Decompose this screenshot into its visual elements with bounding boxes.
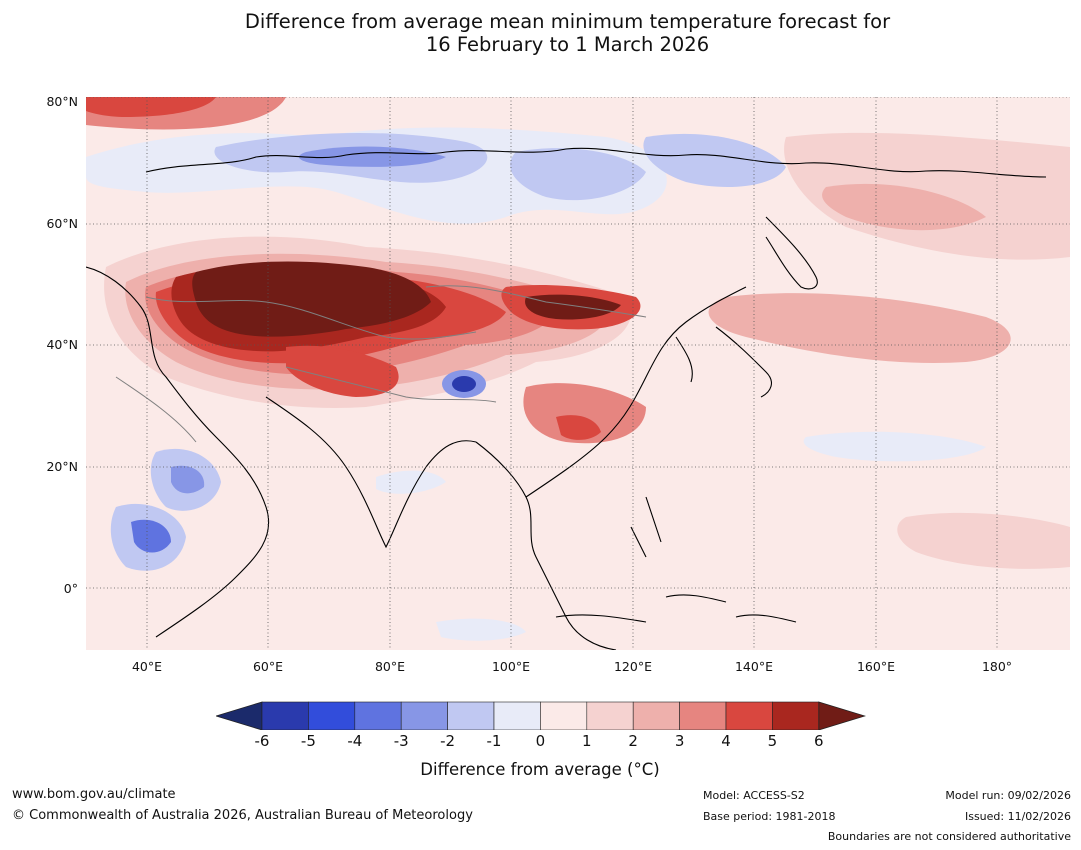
colorbar-cell xyxy=(400,701,448,730)
colorbar-cell xyxy=(632,701,680,730)
colorbar-cells xyxy=(216,701,866,730)
border-central-asia xyxy=(145,296,477,340)
coast-korea-japan xyxy=(675,326,772,398)
colorbar-tick-label: 2 xyxy=(628,732,638,750)
colorbar-cell xyxy=(354,701,402,730)
coast-philippines xyxy=(630,496,662,558)
footer-url[interactable]: www.bom.gov.au/climate xyxy=(12,787,176,802)
colorbar-cell xyxy=(679,701,727,730)
lon-label-80e: 80°E xyxy=(374,659,406,674)
footer-model-run: Model run: 09/02/2026 xyxy=(945,789,1071,802)
cool-core-horn-africa xyxy=(131,519,171,553)
lon-label-160e: 160°E xyxy=(856,659,895,674)
warm-region-w-pacific xyxy=(708,293,1011,363)
title-line-2: 16 February to 1 March 2026 xyxy=(425,33,710,56)
border-south-asia xyxy=(285,366,497,403)
warm-region-east-pacific xyxy=(897,512,1070,569)
cool-region-central-siberia xyxy=(510,148,646,201)
colorbar-cell xyxy=(540,701,588,730)
lat-label-40n: 40°N xyxy=(46,337,78,352)
cool-streak-bay-bengal xyxy=(376,470,446,494)
lat-label-20n: 20°N xyxy=(46,459,78,474)
colorbar-tick-label: 6 xyxy=(814,732,824,750)
coast-india xyxy=(265,396,477,549)
coast-se-asia xyxy=(475,441,617,650)
colorbar-tick-label: -4 xyxy=(347,732,363,750)
coast-indonesia xyxy=(555,594,797,623)
lon-label-120e: 120°E xyxy=(613,659,652,674)
gridlines xyxy=(86,97,1070,650)
title-line-1: Difference from average mean minimum tem… xyxy=(244,10,891,33)
lat-label-80n: 80°N xyxy=(46,94,78,109)
cool-streak-indian-ocean xyxy=(436,618,526,641)
lon-label-40e: 40°E xyxy=(131,659,163,674)
cool-core-arabia xyxy=(171,465,205,494)
cool-core-siberia-2 xyxy=(298,146,446,167)
colorbar-tick-label: -2 xyxy=(440,732,456,750)
coast-kamchatka xyxy=(765,216,818,290)
footer-base-period: Base period: 1981-2018 xyxy=(703,810,836,823)
footer-copyright: © Commonwealth of Australia 2026, Austra… xyxy=(12,808,473,823)
colorbar-cell xyxy=(308,701,356,730)
colorbar-tick-label: 5 xyxy=(767,732,778,750)
warm-region-himalaya xyxy=(286,345,399,397)
temperature-anomaly-map xyxy=(86,97,1070,650)
coast-europe-mideast xyxy=(86,266,270,638)
footer-issued: Issued: 11/02/2026 xyxy=(964,810,1071,823)
colorbar-cell xyxy=(586,701,634,730)
lon-label-140e: 140°E xyxy=(734,659,773,674)
cool-region-east-siberia xyxy=(643,133,786,187)
colorbar-title: Difference from average (°C) xyxy=(420,760,660,779)
footer-disclaimer: Boundaries are not considered authoritat… xyxy=(827,830,1071,843)
coast-china-east xyxy=(525,286,747,498)
lon-label-60e: 60°E xyxy=(252,659,284,674)
border-arabia xyxy=(115,376,197,443)
map-svg xyxy=(86,97,1070,650)
lat-label-60n: 60°N xyxy=(46,216,78,231)
country-borders xyxy=(115,285,647,443)
lon-label-180: 180° xyxy=(981,659,1013,674)
colorbar-tick-label: 1 xyxy=(582,732,592,750)
anomaly-fields xyxy=(86,97,1070,641)
lon-label-100e: 100°E xyxy=(491,659,530,674)
colorbar-cell xyxy=(725,701,773,730)
colorbar-cell xyxy=(261,701,309,730)
chart-title: Difference from average mean minimum tem… xyxy=(0,10,1081,56)
warm-region-south-china xyxy=(523,383,646,444)
lat-label-0: 0° xyxy=(63,581,78,596)
colorbar-cell xyxy=(447,701,495,730)
colorbar-tick-label: -5 xyxy=(300,732,316,750)
colorbar-cell xyxy=(493,701,541,730)
colorbar-arrow-high xyxy=(818,701,866,730)
colorbar-tick-label: -3 xyxy=(393,732,409,750)
coastlines xyxy=(86,147,1047,650)
colorbar-tick-label: -6 xyxy=(254,732,270,750)
warm-core-south-china xyxy=(556,415,601,440)
colorbar-tick-label: 4 xyxy=(721,732,731,750)
colorbar-tick-label: 3 xyxy=(674,732,685,750)
colorbar-cell xyxy=(772,701,820,730)
colorbar xyxy=(216,701,866,730)
warm-core-arctic-nw xyxy=(86,97,216,117)
footer-model: Model: ACCESS-S2 xyxy=(703,789,805,802)
border-china-mongolia xyxy=(425,285,647,318)
warm-core-central-asia xyxy=(192,261,431,337)
colorbar-tick-label: -1 xyxy=(486,732,502,750)
warm-core-mongolia xyxy=(525,294,621,320)
cool-core-tibet xyxy=(452,376,476,392)
colorbar-tick-label: 0 xyxy=(535,732,546,750)
warm-core-ne-pacific xyxy=(822,183,986,231)
colorbar-arrow-low xyxy=(216,701,263,730)
coast-arctic xyxy=(145,147,1047,178)
cool-streak-pacific xyxy=(803,431,986,462)
